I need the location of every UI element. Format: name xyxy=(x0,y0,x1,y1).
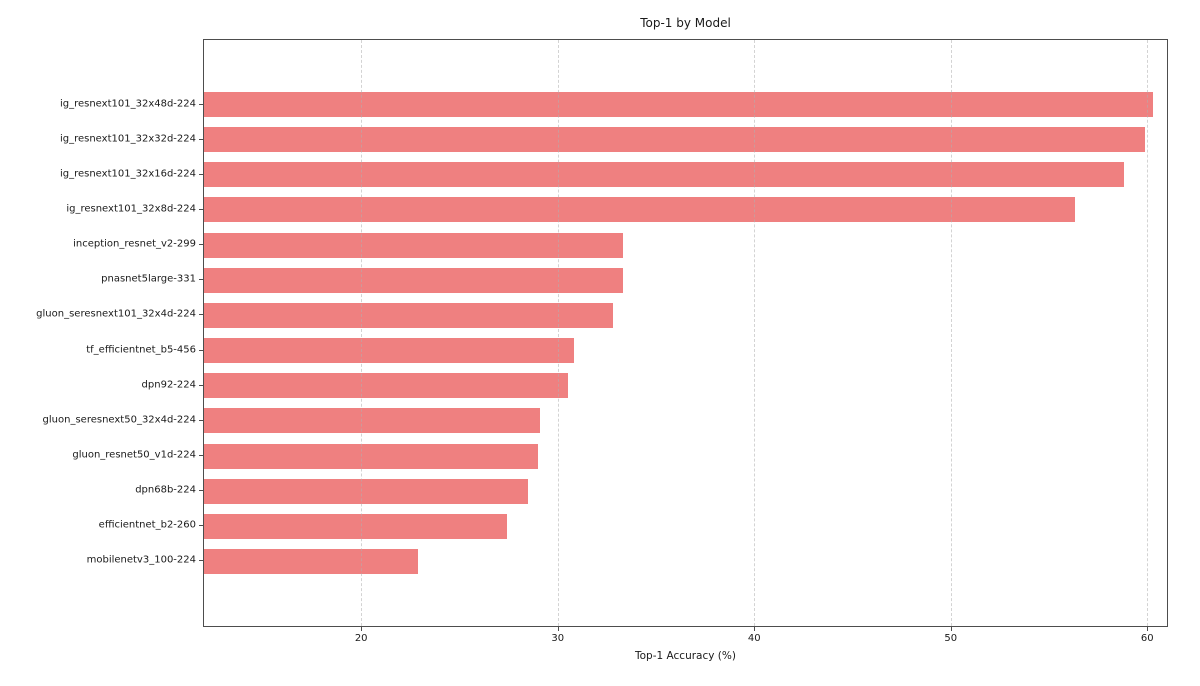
chart-title: Top-1 by Model xyxy=(640,16,731,30)
y-tick-label: tf_efficientnet_b5-456 xyxy=(86,344,196,356)
bar-ig_resnext101_32x48d-224 xyxy=(204,92,1154,117)
bar-ig_resnext101_32x16d-224 xyxy=(204,162,1124,188)
y-tick-label: pnasnet5large-331 xyxy=(101,273,196,285)
x-tick-mark xyxy=(1147,627,1149,631)
x-tick-label: 50 xyxy=(944,633,958,644)
x-tick-mark xyxy=(557,627,559,631)
bar-ig_resnext101_32x32d-224 xyxy=(204,127,1146,153)
bar-mobilenetv3_100-224 xyxy=(204,548,419,574)
y-tick-label: mobilenetv3_100-224 xyxy=(86,554,196,566)
bar-dpn68b-224 xyxy=(204,478,529,504)
bar-tf_efficientnet_b5-456 xyxy=(204,338,574,364)
plot-area xyxy=(203,39,1168,627)
gridline-x30 xyxy=(557,40,559,626)
bar-gluon_resnet50_v1d-224 xyxy=(204,443,539,469)
y-tick-mark xyxy=(199,490,203,492)
y-tick-mark xyxy=(199,455,203,456)
y-tick-mark xyxy=(199,349,203,351)
y-tick-mark xyxy=(199,208,203,210)
y-tick-mark xyxy=(199,384,203,386)
y-tick-mark xyxy=(199,525,203,527)
y-tick-label: ig_resnext101_32x16d-224 xyxy=(59,168,196,180)
y-tick-mark xyxy=(199,560,203,562)
x-tick-label: 30 xyxy=(551,633,565,644)
x-tick-mark xyxy=(361,627,363,631)
y-tick-label: gluon_seresnext50_32x4d-224 xyxy=(42,414,196,426)
y-tick-label: gluon_seresnext101_32x4d-224 xyxy=(36,308,196,320)
y-tick-mark xyxy=(199,173,203,175)
bar-gluon_seresnext101_32x4d-224 xyxy=(204,302,613,328)
y-tick-label: ig_resnext101_32x48d-224 xyxy=(59,98,196,109)
y-tick-mark xyxy=(199,279,203,281)
bar-pnasnet5large-331 xyxy=(204,267,623,293)
x-tick-mark xyxy=(754,627,756,631)
bar-dpn92-224 xyxy=(204,373,568,399)
y-tick-label: dpn68b-224 xyxy=(135,484,196,496)
y-tick-label: inception_resnet_v2-299 xyxy=(73,238,196,250)
y-tick-mark xyxy=(199,138,203,140)
x-tick-label: 20 xyxy=(354,633,368,644)
gridline-x60 xyxy=(1147,40,1149,626)
y-tick-mark xyxy=(199,244,203,246)
bar-inception_resnet_v2-299 xyxy=(204,232,623,258)
y-tick-mark xyxy=(199,314,203,316)
gridline-x40 xyxy=(754,40,756,626)
y-tick-label: dpn92-224 xyxy=(141,379,196,391)
bar-gluon_seresnext50_32x4d-224 xyxy=(204,408,541,434)
y-tick-label: ig_resnext101_32x8d-224 xyxy=(66,203,196,215)
y-tick-label: efficientnet_b2-260 xyxy=(98,519,196,531)
y-tick-mark xyxy=(199,103,203,105)
x-axis-label: Top-1 Accuracy (%) xyxy=(635,650,736,662)
x-tick-label: 60 xyxy=(1140,633,1154,644)
bar-efficientnet_b2-260 xyxy=(204,513,507,539)
bar-ig_resnext101_32x8d-224 xyxy=(204,197,1075,223)
x-tick-label: 40 xyxy=(747,633,761,644)
gridline-x20 xyxy=(361,40,363,626)
x-tick-mark xyxy=(950,627,952,631)
y-tick-label: ig_resnext101_32x32d-224 xyxy=(59,133,196,145)
y-tick-label: gluon_resnet50_v1d-224 xyxy=(72,449,196,461)
gridline-x50 xyxy=(950,40,952,626)
y-tick-mark xyxy=(199,419,203,421)
